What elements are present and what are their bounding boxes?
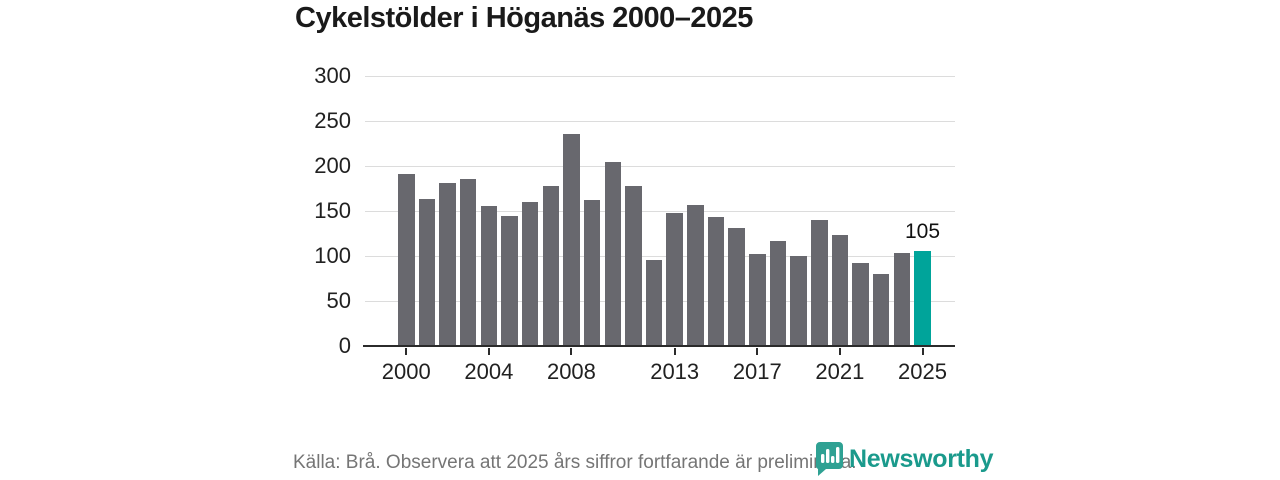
gridline-100 [365,255,955,257]
x-axis-label-2008: 2008 [546,359,596,384]
x-axis-label-2013: 2013 [650,359,700,384]
bar-2016 [728,228,745,345]
x-axis-label-2017: 2017 [732,359,782,384]
bar-2009 [583,200,601,345]
bar-2010 [604,162,621,345]
bar-2023 [872,273,890,345]
plot-area: 0 50 100 150 200 250 300 105 2000 2004 2008 2013 201… [314,64,955,384]
bar-2012 [645,259,663,345]
y-axis-label-300: 300 [314,63,351,88]
y-axis-label-200: 200 [314,153,351,178]
bar-2024 [893,253,911,345]
x-axis-tick-2025 [921,348,924,355]
bar-2018 [769,240,787,345]
newsworthy-logo[interactable]: Newsworthy [814,441,994,477]
y-axis-label-100: 100 [314,243,351,268]
x-axis-line [363,344,955,347]
bar-2004 [480,205,498,345]
x-axis-label-2025: 2025 [898,359,947,384]
bar-2022 [852,263,869,345]
bar-2013 [666,212,683,345]
bar-2006 [521,201,539,345]
x-axis-tick-2008 [570,348,573,355]
bar-2001 [418,199,436,345]
bar-2011 [625,185,642,345]
gridline-250 [365,120,955,122]
bar-2020 [811,219,828,345]
y-axis-label-150: 150 [314,198,351,223]
chart-title: Cykelstölder i Höganäs 2000–2025 [295,2,753,34]
bar-2000 [398,174,415,345]
bar-2015 [707,217,725,345]
bar-2007 [542,185,560,345]
bar-2005 [501,216,518,345]
y-axis-label-50: 50 [326,288,351,313]
source-note: Källa: Brå. Observera att 2025 års siffr… [293,452,857,473]
x-axis-tick-2017 [756,348,759,355]
gridline-150 [365,210,955,212]
bar-2014 [687,204,704,345]
x-axis-label-2000: 2000 [381,359,431,384]
x-axis-tick-2013 [673,348,676,355]
bar-chart-badge-icon [814,441,844,477]
gridline-200 [365,165,955,167]
x-axis-tick-2021 [838,348,841,355]
x-axis-label-2021: 2021 [815,359,865,384]
bar-2021 [831,235,849,345]
bar-2025 [914,250,931,345]
bar-2017 [749,254,766,345]
y-axis-label-0: 0 [338,333,351,358]
gridline-300 [365,75,955,77]
x-axis-tick-2000 [405,348,408,355]
bar-2008 [563,134,580,345]
bar-2003 [459,179,477,345]
y-axis-label-250: 250 [314,108,351,133]
x-axis-label-2004: 2004 [464,359,514,384]
bar-value-label: 105 [904,219,941,243]
bar-2002 [439,183,456,345]
x-axis-tick-2004 [487,348,490,355]
newsworthy-wordmark: Newsworthy [849,444,994,473]
bar-2019 [790,255,807,345]
